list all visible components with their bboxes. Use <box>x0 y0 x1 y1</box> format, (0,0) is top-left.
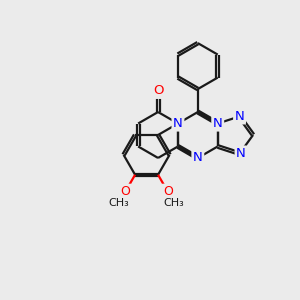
Text: N: N <box>235 110 244 123</box>
Text: O: O <box>163 185 173 198</box>
Text: N: N <box>193 152 203 164</box>
Text: N: N <box>213 117 223 130</box>
Text: CH₃: CH₃ <box>109 198 129 208</box>
Text: O: O <box>153 84 163 98</box>
Text: O: O <box>120 185 130 198</box>
Text: N: N <box>236 147 246 160</box>
Text: N: N <box>173 117 183 130</box>
Text: CH₃: CH₃ <box>164 198 184 208</box>
